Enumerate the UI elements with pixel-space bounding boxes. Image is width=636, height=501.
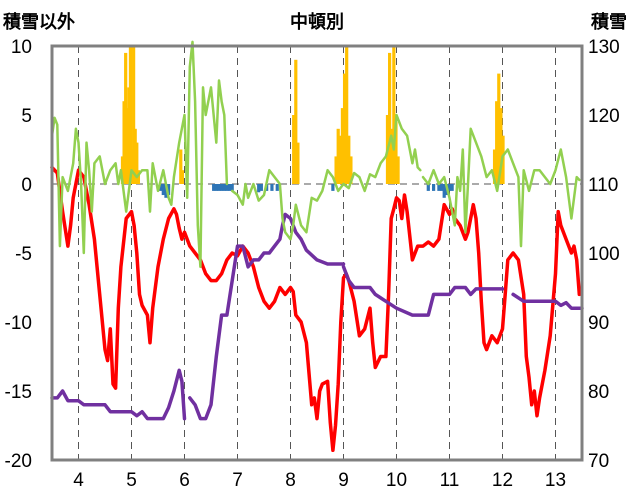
orange-bar (135, 142, 139, 184)
purple-series-line (511, 292, 584, 310)
y-right-tick-label: 80 (588, 382, 609, 403)
orange-bar (347, 135, 351, 184)
blue-bar (270, 184, 274, 191)
blue-bar (450, 184, 454, 191)
orange-bar (345, 46, 349, 184)
blue-bar (442, 184, 446, 198)
bar-layer (120, 46, 505, 198)
x-tick-label: 6 (179, 470, 190, 491)
right-axis-title: 積雪 (591, 12, 627, 33)
y-left-tick-label: -5 (15, 244, 32, 265)
blue-bar (257, 184, 261, 193)
x-tick-label: 5 (126, 470, 137, 491)
blue-bar (222, 184, 226, 191)
y-right-tick-label: 90 (588, 313, 609, 334)
orange-bar (179, 149, 183, 184)
blue-bar (225, 184, 229, 191)
orange-bar (349, 156, 353, 184)
orange-bar (390, 128, 394, 184)
orange-bar (334, 156, 338, 184)
purple-series-line (188, 212, 346, 421)
orange-bar (132, 46, 136, 184)
orange-bar (338, 135, 342, 184)
green-series-line (50, 40, 229, 269)
y-left-tick-label: 10 (11, 37, 32, 58)
blue-bar (230, 184, 234, 191)
x-tick-label: 7 (232, 470, 243, 491)
y-right-tick-label: 130 (588, 37, 620, 58)
orange-bar (497, 73, 501, 184)
purple-series-line (50, 368, 187, 421)
orange-bar (336, 128, 340, 184)
left-axis-title: 積雪以外 (3, 12, 75, 33)
y-left-tick-label: -15 (5, 382, 32, 403)
blue-bar (426, 184, 430, 191)
orange-bar (136, 170, 140, 184)
blue-bar (164, 184, 168, 198)
x-tick-label: 10 (386, 470, 407, 491)
orange-bar (296, 142, 300, 184)
orange-bar (392, 46, 396, 184)
green-series-line (230, 113, 422, 241)
y-right-tick-label: 100 (588, 244, 620, 265)
orange-bar (492, 149, 497, 184)
x-tick-label: 12 (492, 470, 513, 491)
blue-bar (217, 184, 221, 191)
y-left-tick-label: -20 (5, 451, 32, 472)
y-right-tick-label: 120 (588, 106, 620, 127)
orange-bar (128, 46, 133, 184)
x-tick-label: 4 (73, 470, 84, 491)
x-tick-label: 9 (338, 470, 349, 491)
blue-bar (220, 184, 224, 191)
y-right-tick-label: 110 (588, 175, 618, 196)
blue-bar (447, 184, 452, 191)
blue-bar (275, 184, 279, 191)
plot-frame (50, 44, 584, 462)
y-right-tick-label: 70 (588, 451, 609, 472)
orange-bar (495, 101, 499, 184)
orange-bar (396, 156, 400, 184)
orange-bar (340, 108, 345, 184)
blue-bar (159, 184, 163, 191)
orange-bar (342, 73, 347, 184)
chart-title: 中頓別 (290, 12, 344, 33)
blue-bar (432, 184, 436, 191)
orange-bar (388, 52, 392, 185)
blue-bar (437, 184, 441, 191)
tick-labels: -20 -15 -10 -5 0 5 10 70 80 90 100 110 120 130 4 5 6 7 8 9 1… (5, 37, 620, 491)
blue-bar (439, 184, 444, 191)
orange-bar (294, 59, 298, 184)
x-tick-label: 13 (545, 470, 566, 491)
blue-bar (214, 184, 218, 191)
orange-bar (180, 170, 184, 184)
blue-bar (259, 184, 263, 191)
y-left-tick-label: 0 (21, 175, 32, 196)
purple-series-line (341, 265, 505, 317)
blue-bar (331, 184, 335, 191)
blue-bar (161, 184, 165, 196)
x-tick-label: 11 (440, 470, 460, 491)
blue-bar (167, 184, 171, 196)
red-series-line (50, 165, 582, 453)
blue-bar (227, 184, 232, 191)
x-tick-label: 8 (285, 470, 296, 491)
green-series-line (421, 127, 581, 248)
blue-bar (212, 184, 216, 191)
orange-bar (394, 121, 398, 184)
orange-bar (499, 108, 503, 184)
line-layer (50, 40, 584, 453)
orange-bar (292, 115, 296, 184)
y-left-tick-label: 5 (21, 106, 32, 127)
y-left-tick-label: -10 (5, 313, 32, 334)
